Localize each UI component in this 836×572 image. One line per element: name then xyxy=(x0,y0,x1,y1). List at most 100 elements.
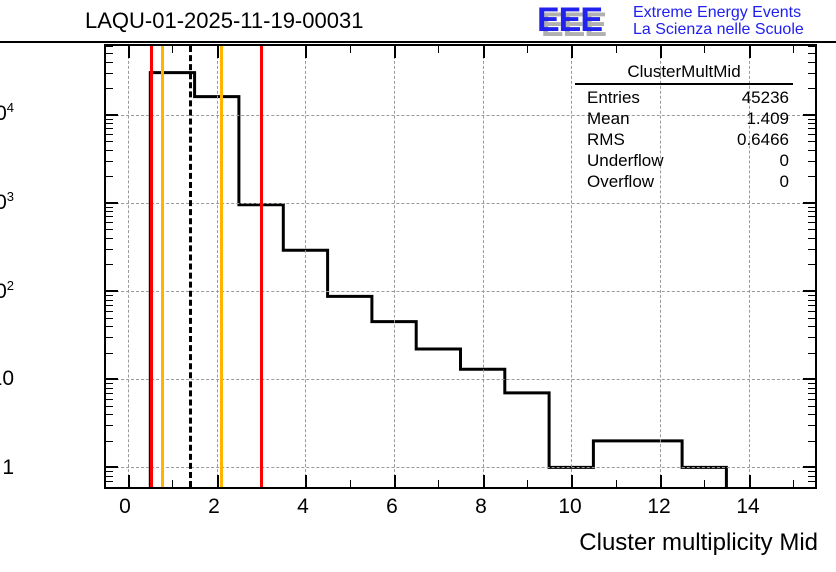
y-tick-minor-4000 xyxy=(106,149,113,151)
y-tick-minor-20 xyxy=(106,352,113,354)
x-tick-top-major-14 xyxy=(748,46,751,58)
y-tick-minor-right-7000 xyxy=(808,128,815,130)
stats-value-overflow: 0 xyxy=(779,172,789,191)
x-tick-major-8 xyxy=(482,475,485,487)
x-tick-label-14: 14 xyxy=(736,495,760,518)
stats-value-rms: 0.6466 xyxy=(737,130,789,149)
y-tick-minor-right-30000 xyxy=(808,72,815,74)
y-tick-major-10000 xyxy=(106,113,118,116)
stats-value-underflow: 0 xyxy=(779,151,789,170)
y-tick-minor-right-200 xyxy=(808,264,815,266)
y-tick-major-right-1000 xyxy=(803,201,815,204)
y-tick-minor-right-90 xyxy=(808,295,815,297)
x-tick-top-major-6 xyxy=(394,46,397,58)
x-tick-minor-5 xyxy=(349,480,351,487)
y-tick-minor-right-9000 xyxy=(808,118,815,120)
y-tick-minor-right-20 xyxy=(808,352,815,354)
x-tick-top-minor-7 xyxy=(438,46,440,53)
x-tick-top-minor-5 xyxy=(349,46,351,53)
gridline-vertical-14 xyxy=(748,46,750,487)
y-tick-minor-80 xyxy=(106,299,113,301)
y-tick-minor-4 xyxy=(106,414,113,416)
statistics-box: ClusterMultMid Entries 45236 Mean 1.409 … xyxy=(575,62,793,192)
x-tick-top-minor-9 xyxy=(526,46,528,53)
x-tick-label-8: 8 xyxy=(475,495,487,518)
x-tick-label-10: 10 xyxy=(558,495,582,518)
y-tick-minor-8 xyxy=(106,387,113,389)
y-tick-minor-800 xyxy=(106,211,113,213)
y-tick-minor-9000 xyxy=(106,118,113,120)
stats-row-mean: Mean 1.409 xyxy=(575,108,793,129)
eee-logo: EEE Extreme Energy Events La Scienza nel… xyxy=(537,2,835,42)
gridline-horizontal-10 xyxy=(106,379,815,381)
y-tick-minor-500 xyxy=(106,229,113,231)
y-tick-major-10 xyxy=(106,378,118,381)
gridline-horizontal-100 xyxy=(106,291,815,293)
y-tick-label-10000: 104 xyxy=(0,100,14,125)
y-tick-minor-300 xyxy=(106,248,113,250)
y-tick-minor-right-3000 xyxy=(808,160,815,162)
y-tick-minor-right-70 xyxy=(808,304,815,306)
y-tick-major-right-1 xyxy=(803,466,815,469)
y-tick-minor-right-5 xyxy=(808,405,815,407)
y-tick-minor-right-2 xyxy=(808,440,815,442)
x-tick-label-6: 6 xyxy=(386,495,398,518)
stats-title: ClusterMultMid xyxy=(575,62,793,85)
eee-logo-mark: EEE xyxy=(537,1,603,39)
line-red-low xyxy=(150,46,154,487)
y-tick-minor-400 xyxy=(106,237,113,239)
x-tick-label-2: 2 xyxy=(208,495,220,518)
x-tick-major-12 xyxy=(659,475,662,487)
x-tick-top-major-0 xyxy=(128,46,131,58)
x-tick-top-minor-13 xyxy=(704,46,706,53)
line-orange-low xyxy=(160,46,164,487)
y-tick-minor-right-500 xyxy=(808,229,815,231)
y-tick-minor-40 xyxy=(106,326,113,328)
y-tick-minor-7000 xyxy=(106,128,113,130)
stats-row-overflow: Overflow 0 xyxy=(575,171,793,192)
x-tick-major-0 xyxy=(128,475,131,487)
x-tick-major-10 xyxy=(571,475,574,487)
x-tick-top-major-4 xyxy=(305,46,308,58)
y-tick-minor-right-700 xyxy=(808,216,815,218)
y-tick-minor-right-50000 xyxy=(808,52,815,54)
x-tick-label-12: 12 xyxy=(647,495,671,518)
line-black-dashed-mean xyxy=(188,46,192,487)
x-tick-minor-15 xyxy=(792,480,794,487)
y-tick-minor-50 xyxy=(106,317,113,319)
y-tick-minor-right-8000 xyxy=(808,123,815,125)
gridline-vertical-10 xyxy=(571,46,573,487)
x-tick-major-2 xyxy=(216,475,219,487)
y-tick-minor-right-2000 xyxy=(808,176,815,178)
gridline-horizontal-1000 xyxy=(106,202,815,204)
gridline-vertical-6 xyxy=(394,46,396,487)
y-tick-minor-30 xyxy=(106,337,113,339)
x-tick-minor-13 xyxy=(704,480,706,487)
y-tick-minor-right-30 xyxy=(808,337,815,339)
y-tick-minor-900 xyxy=(106,206,113,208)
y-tick-label-1: 1 xyxy=(2,456,14,479)
page-title: LAQU-01-2025-11-19-00031 xyxy=(85,8,364,33)
stats-key-mean: Mean xyxy=(587,109,630,128)
stats-row-entries: Entries 45236 xyxy=(575,87,793,108)
y-tick-minor-50000 xyxy=(106,52,113,54)
y-tick-minor-right-3 xyxy=(808,425,815,427)
x-tick-label-4: 4 xyxy=(297,495,309,518)
gridline-horizontal-1 xyxy=(106,467,815,469)
y-tick-minor-70 xyxy=(106,304,113,306)
line-red-high xyxy=(259,46,263,487)
gridline-vertical-4 xyxy=(305,46,307,487)
stats-key-underflow: Underflow xyxy=(587,151,664,170)
x-tick-top-major-8 xyxy=(482,46,485,58)
y-tick-label-10: 10 xyxy=(0,367,14,390)
stats-row-underflow: Underflow 0 xyxy=(575,150,793,171)
y-tick-minor-7 xyxy=(106,392,113,394)
y-tick-minor-6000 xyxy=(106,134,113,136)
x-tick-label-0: 0 xyxy=(119,495,131,518)
y-tick-minor-right-6 xyxy=(808,398,815,400)
stats-key-rms: RMS xyxy=(587,130,625,149)
y-tick-minor-5 xyxy=(106,405,113,407)
y-tick-minor-200 xyxy=(106,264,113,266)
gridline-vertical-12 xyxy=(659,46,661,487)
